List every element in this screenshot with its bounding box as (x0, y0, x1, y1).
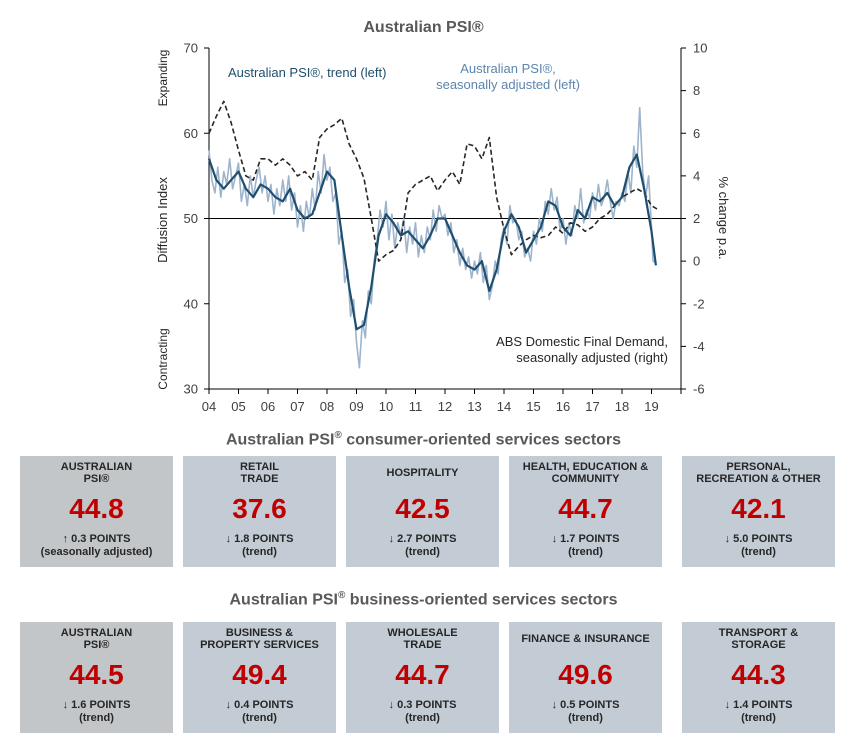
right-tick-label: 2 (693, 211, 700, 226)
y-axis-title: Diffusion Index (155, 177, 170, 263)
sector-value: 42.5 (395, 493, 450, 524)
right-tick-label: 10 (693, 41, 707, 56)
sector-change: ↓ 1.8 POINTS (trend) (225, 533, 294, 558)
right-tick-label: -6 (693, 382, 705, 397)
x-tick-label: 07 (290, 399, 304, 414)
business-sector-cards: AUSTRALIAN PSI® 44.5 ↓ 1.6 POINTS (trend)… (20, 622, 835, 733)
sector-name: AUSTRALIAN PSI® (60, 461, 133, 485)
sector-value: 44.3 (731, 659, 786, 690)
sector-card: HEALTH, EDUCATION & COMMUNITY 44.7 ↓ 1.7… (509, 456, 662, 567)
annotation-domestic-final-demand: ABS Domestic Final Demand, seasonally adj… (496, 334, 668, 365)
sector-value: 44.8 (69, 493, 124, 524)
x-tick-label: 09 (349, 399, 363, 414)
sector-name: HOSPITALITY (386, 467, 459, 479)
sector-value: 44.7 (558, 493, 613, 524)
sector-change: ↓ 1.7 POINTS (trend) (551, 533, 620, 558)
sector-change: ↓ 0.4 POINTS (trend) (225, 699, 294, 724)
sector-name: AUSTRALIAN PSI® (60, 627, 133, 651)
left-tick-label: 70 (184, 41, 198, 56)
x-tick-label: 08 (320, 399, 334, 414)
sector-value: 44.5 (69, 659, 124, 690)
annotation-seasonally-adjusted: Australian PSI®, seasonally adjusted (lef… (436, 61, 580, 92)
sector-card: BUSINESS & PROPERTY SERVICES 49.4 ↓ 0.4 … (183, 622, 336, 733)
consumer-section-title: Australian PSI® consumer-oriented servic… (225, 430, 622, 449)
sector-change: ↓ 0.5 POINTS (trend) (551, 699, 620, 724)
x-tick-label: 05 (231, 399, 245, 414)
sector-card: TRANSPORT & STORAGE 44.3 ↓ 1.4 POINTS (tr… (682, 622, 835, 733)
sector-name: RETAIL TRADE (240, 461, 279, 485)
left-tick-label: 40 (184, 296, 198, 311)
x-tick-label: 18 (615, 399, 629, 414)
sector-name: FINANCE & INSURANCE (521, 633, 650, 645)
sector-change: ↓ 5.0 POINTS (trend) (724, 533, 793, 558)
x-tick-label: 12 (438, 399, 452, 414)
sector-card: FINANCE & INSURANCE 49.6 ↓ 0.5 POINTS (tr… (509, 622, 662, 733)
sector-value: 49.4 (232, 659, 287, 690)
x-tick-label: 10 (379, 399, 393, 414)
x-tick-label: 14 (497, 399, 511, 414)
sector-card: AUSTRALIAN PSI® 44.5 ↓ 1.6 POINTS (trend) (20, 622, 173, 733)
y-axis-top-label: Expanding (156, 50, 170, 107)
sector-card: HOSPITALITY 42.5 ↓ 2.7 POINTS (trend) (346, 456, 499, 567)
sector-value: 44.7 (395, 659, 450, 690)
sector-card: AUSTRALIAN PSI® 44.8 ↑ 0.3 POINTS (season… (20, 456, 173, 567)
x-tick-label: 04 (202, 399, 216, 414)
sector-name: BUSINESS & PROPERTY SERVICES (200, 627, 319, 651)
x-tick-label: 17 (585, 399, 599, 414)
sector-change: ↑ 0.3 POINTS (seasonally adjusted) (40, 533, 153, 558)
business-section-title: Australian PSI® business-oriented servic… (229, 590, 618, 609)
x-tick-label: 19 (644, 399, 658, 414)
right-tick-label: 6 (693, 126, 700, 141)
chart-title: Australian PSI® (363, 19, 483, 36)
sector-card: WHOLESALE TRADE 44.7 ↓ 0.3 POINTS (trend) (346, 622, 499, 733)
sector-card: RETAIL TRADE 37.6 ↓ 1.8 POINTS (trend) (183, 456, 336, 567)
right-tick-label: -4 (693, 339, 705, 354)
sector-value: 49.6 (558, 659, 613, 690)
x-tick-label: 11 (409, 399, 423, 414)
sector-change: ↓ 0.3 POINTS (trend) (388, 699, 457, 724)
x-tick-label: 15 (526, 399, 540, 414)
sector-name: TRANSPORT & STORAGE (718, 627, 799, 651)
sector-name: PERSONAL, RECREATION & OTHER (696, 461, 821, 485)
series-line-domestic-final-demand (208, 100, 660, 262)
sector-change: ↓ 1.6 POINTS (trend) (62, 699, 131, 724)
left-tick-label: 50 (184, 211, 198, 226)
sector-value: 42.1 (731, 493, 786, 524)
x-tick-label: 16 (556, 399, 570, 414)
series-line-seasonally-adjusted (208, 106, 657, 369)
sector-name: HEALTH, EDUCATION & COMMUNITY (522, 461, 649, 485)
sector-card: PERSONAL, RECREATION & OTHER 42.1 ↓ 5.0 … (682, 456, 835, 567)
right-tick-label: 4 (693, 168, 700, 183)
left-tick-label: 60 (184, 126, 198, 141)
y-axis-bottom-label: Contracting (156, 328, 170, 389)
consumer-sector-cards: AUSTRALIAN PSI® 44.8 ↑ 0.3 POINTS (season… (20, 456, 835, 567)
annotation-trend: Australian PSI®, trend (left) (228, 65, 386, 80)
sector-change: ↓ 2.7 POINTS (trend) (388, 533, 457, 558)
psi-line-chart: Australian PSI® 30 40 50 60 70 -6 -4 -2 0 2 4 6 8 10 04… (155, 19, 731, 414)
sector-name: WHOLESALE TRADE (387, 627, 458, 651)
x-tick-label: 06 (261, 399, 275, 414)
sector-value: 37.6 (232, 493, 287, 524)
x-tick-label: 13 (467, 399, 481, 414)
right-tick-label: -2 (693, 296, 705, 311)
right-tick-label: 0 (693, 254, 700, 269)
left-tick-label: 30 (184, 382, 198, 397)
y2-axis-title: % change p.a. (716, 176, 731, 259)
right-tick-label: 8 (693, 83, 700, 98)
series-line-trend (207, 153, 657, 331)
sector-change: ↓ 1.4 POINTS (trend) (724, 699, 793, 724)
